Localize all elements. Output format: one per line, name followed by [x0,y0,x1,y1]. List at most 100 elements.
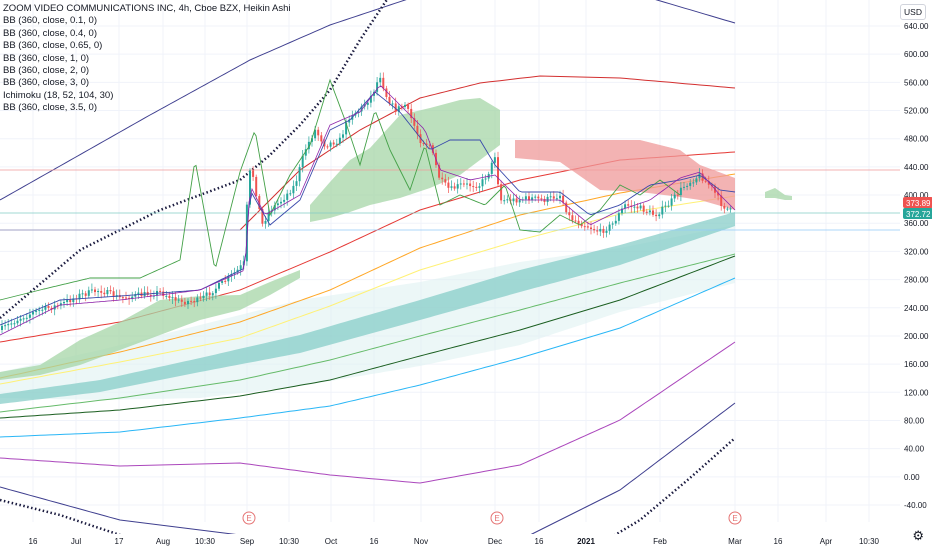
candle [211,291,214,301]
candle [84,290,87,302]
candle [518,195,521,207]
candle [481,173,484,191]
chart-title[interactable]: ZOOM VIDEO COMMUNICATIONS INC, 4h, Cboe … [3,3,291,14]
candle [159,288,162,296]
candle-body [286,193,289,200]
candle [177,294,180,304]
earnings-marker[interactable]: E [490,511,504,525]
candle [438,162,441,180]
x-tick-label: Nov [414,537,428,546]
bb-green-light [0,253,736,413]
ichimoku-base-line [0,91,736,326]
candle [112,287,115,302]
y-tick-label: 320.00 [904,247,929,256]
candle [152,290,155,300]
candle-body [404,104,406,107]
candle [283,194,286,208]
candle [103,287,106,298]
candle [599,223,602,237]
candle [369,90,372,108]
bb-core-band [0,212,735,404]
candle [453,182,456,191]
y-tick-label: 40.00 [904,445,925,454]
candle [7,319,10,331]
price-axis: 640.00 600.00 560.00 520.00 480.00 440.00 400.… [900,0,932,550]
legend-ichimoku[interactable]: Ichimoku (18, 52, 104, 30) [3,89,114,101]
candle-body [686,185,689,187]
candle-body [621,208,623,214]
legend-bb-0.65[interactable]: BB (360, close, 0.65, 0) [3,40,103,52]
candle [72,294,75,307]
candle-body [472,186,475,188]
candle-body [7,324,10,326]
earnings-marker[interactable]: E [728,511,742,525]
candle-body [335,143,338,145]
candle-body [639,205,642,209]
candle [723,202,726,214]
candle [100,285,103,299]
candle-body [280,201,282,204]
candle [636,203,639,213]
candle [729,206,732,213]
candle-body [38,309,41,311]
legend-bb-1[interactable]: BB (360, close, 1, 0) [3,52,90,64]
candle [317,126,320,141]
candle-body [199,297,202,299]
gear-icon[interactable]: ⚙ [912,528,924,543]
candle-body [258,196,261,210]
x-tick-label: Apr [820,537,833,546]
candle-body [146,291,149,295]
candle-body [307,141,310,150]
candle-body [555,198,558,200]
candle [28,308,31,324]
candle [444,174,447,186]
candle [655,209,658,222]
candle-body [289,193,292,195]
candle-body [345,122,348,135]
candle [196,294,199,307]
candle-body [196,297,199,303]
candle [574,215,577,224]
cloud-bullish [0,270,300,380]
candle-body [456,184,459,189]
legend-bb-0.4[interactable]: BB (360, close, 0.4, 0) [3,27,97,39]
candle [664,201,667,212]
candle [506,195,509,204]
candle-body [369,95,372,103]
candle [679,182,682,202]
candle-body [131,296,134,300]
legend-bb-0.1[interactable]: BB (360, close, 0.1, 0) [3,15,97,27]
candle-body [90,289,93,291]
candle-body [537,196,540,199]
candle-body [648,210,651,213]
candle [227,273,230,286]
candle-body [100,291,103,293]
candle [292,180,295,199]
legend-bb-2[interactable]: BB (360, close, 2, 0) [3,65,90,77]
candle [208,286,211,300]
candle [149,289,152,302]
candle-body [633,206,636,208]
legend-bb-3[interactable]: BB (360, close, 3, 0) [3,77,90,89]
currency-button[interactable]: USD [900,4,926,20]
candle-body [652,210,654,215]
candle-body [667,205,670,207]
x-tick-label: Aug [156,537,170,546]
candle [416,119,419,140]
price-label-bg [903,208,932,219]
candle [667,200,670,208]
candle [199,292,202,302]
candle-body [162,291,165,296]
candle [385,85,388,100]
candle-body [255,176,258,197]
earnings-marker[interactable]: E [242,511,256,525]
candle-body [428,144,431,146]
candle-body [32,312,34,315]
candle [441,172,444,185]
candle-body [106,290,109,295]
legend-bb-3.5[interactable]: BB (360, close, 3.5, 0) [3,102,97,114]
candle-body [171,297,174,299]
candle [205,287,208,302]
